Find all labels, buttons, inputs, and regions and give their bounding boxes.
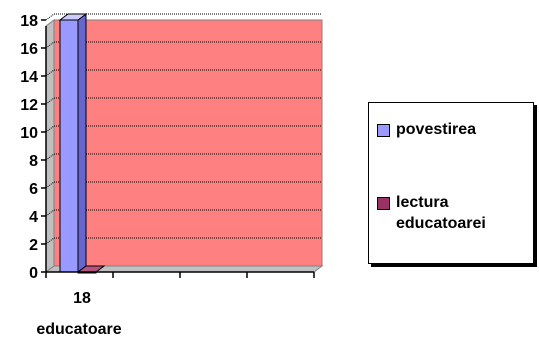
gridline-side — [45, 153, 55, 161]
gridline-side — [45, 125, 55, 133]
y-tick-label: 10 — [20, 125, 38, 142]
y-tick-label: 16 — [20, 41, 38, 58]
y-tick-label: 2 — [29, 237, 38, 254]
legend-item-lectura-educatoarei: lectura educatoarei — [377, 192, 527, 234]
gridline-side — [45, 237, 55, 245]
x-category-label: 18 — [73, 290, 91, 307]
legend-label-lectura-educatoarei: lectura educatoarei — [396, 194, 486, 232]
y-tick-label: 6 — [29, 181, 38, 198]
y-tick-label: 4 — [29, 209, 38, 226]
gridline-side — [45, 41, 55, 49]
legend-swatch-povestirea — [377, 124, 390, 137]
legend: povestirea lectura educatoarei — [368, 102, 534, 264]
y-tick-label: 14 — [20, 69, 38, 86]
y-tick-label: 8 — [29, 153, 38, 170]
bar-side-povestirea — [77, 13, 87, 273]
y-tick-label: 18 — [20, 13, 38, 30]
plot-side-wall — [45, 19, 55, 273]
plot-back-wall — [53, 19, 323, 267]
gridline-side — [45, 209, 55, 217]
legend-item-povestirea: povestirea — [377, 119, 476, 140]
x-axis-label: educatoare — [36, 321, 121, 338]
gridline-side — [45, 97, 55, 105]
gridline-side — [45, 69, 55, 77]
bar-povestirea — [59, 19, 79, 273]
legend-swatch-lectura-educatoarei — [377, 197, 390, 210]
legend-label-povestirea: povestirea — [396, 121, 477, 138]
gridline-side — [45, 181, 55, 189]
gridline-side — [45, 13, 55, 21]
y-tick-label: 0 — [29, 265, 38, 282]
y-tick-label: 12 — [20, 97, 38, 114]
